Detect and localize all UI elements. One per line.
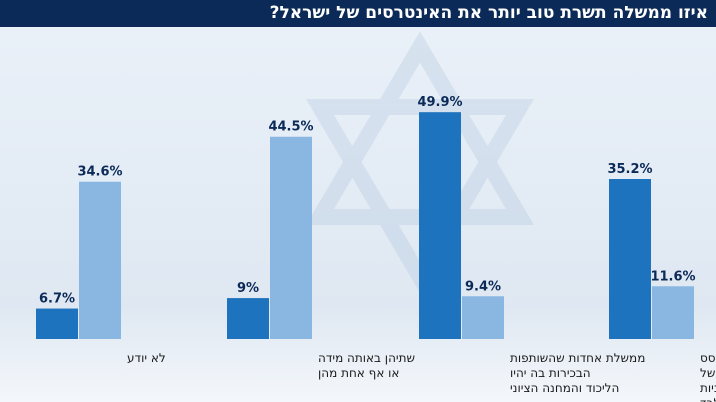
category-label-4-line-3: המפלגות הימניות xyxy=(700,381,716,395)
bar-series-1-cat-1 xyxy=(36,308,78,339)
bar-series-2-cat-4 xyxy=(652,286,694,339)
bar-series-2-cat-2 xyxy=(270,136,312,339)
category-label-3-line-3: הליכוד והמחנה הציוני xyxy=(510,381,619,395)
category-label-2-line-1: שתיהן באותה מידה xyxy=(318,351,415,365)
bar-chart: 6.7% 34.6% 9% 44.5% 49.9% 9.4% 35.2% 11.6% לא י… xyxy=(0,27,716,402)
value-label-series-2-cat-2: 44.5% xyxy=(268,120,313,135)
chart-title: איזו ממשלה תשרת טוב יותר את האינטרסים של… xyxy=(269,3,708,23)
value-label-series-2-cat-3: 9.4% xyxy=(465,279,501,294)
value-label-series-1-cat-1: 6.7% xyxy=(39,292,75,307)
title-bar: איזו ממשלה תשרת טוב יותר את האינטרסים של… xyxy=(0,0,716,27)
category-label-4-line-1: ממשלה שתתבסס xyxy=(700,351,716,365)
value-label-series-2-cat-1: 34.6% xyxy=(77,165,122,180)
bar-series-1-cat-2 xyxy=(227,298,269,339)
bar-series-2-cat-3 xyxy=(462,296,504,339)
value-label-series-2-cat-4: 11.6% xyxy=(650,269,695,284)
category-label-4-line-2: על קואליציה של xyxy=(700,366,716,380)
value-label-series-1-cat-2: 9% xyxy=(237,281,259,296)
bar-series-1-cat-4 xyxy=(609,179,651,339)
bar-series-1-cat-3 xyxy=(419,112,461,339)
category-label-2-line-2: או אף אחת מהן xyxy=(318,366,399,380)
category-label-3-line-2: הבכירות בה יהיו xyxy=(510,366,591,380)
value-label-series-1-cat-4: 35.2% xyxy=(607,162,652,177)
bar-series-2-cat-1 xyxy=(79,181,121,339)
value-label-series-1-cat-3: 49.9% xyxy=(417,95,462,110)
category-label-3-line-1: ממשלת אחדות שהשותפות xyxy=(510,351,645,365)
category-label-4-line-4: והדתיות בלבד xyxy=(700,396,716,402)
category-label-1-line-1: לא יודע xyxy=(127,351,166,365)
